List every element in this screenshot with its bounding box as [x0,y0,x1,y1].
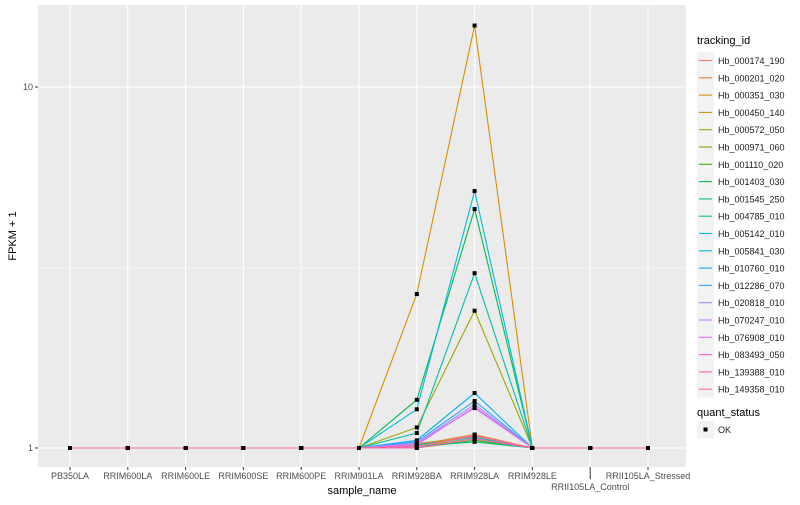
x-tick-label: RRIM928BA [392,471,442,481]
data-point [414,431,419,436]
legend-label: Hb_010760_010 [718,264,785,274]
legend-label: Hb_000450_140 [718,108,785,118]
data-point [414,397,419,402]
data-point [472,271,477,276]
data-point [472,439,477,444]
legend-label: Hb_076908_010 [718,333,785,343]
legend-label: Hb_000351_030 [718,91,785,101]
data-point [530,446,535,450]
x-tick-label: RRIM901LA [334,471,383,481]
shape-legend-title: quant_status [697,407,760,419]
data-points [68,23,650,450]
data-point [414,292,419,297]
y-tick-label: 1 [28,443,33,453]
data-point [472,402,477,407]
legend-label: Hb_000201_020 [718,73,785,83]
x-tick-label: RRIM928LE [508,471,557,481]
legend-label: Hb_012286_070 [718,281,785,291]
x-tick-label: RRII105LA_Stressed [606,471,691,481]
legend-label: Hb_083493_050 [718,350,785,360]
x-tick-label: PB350LA [51,471,89,481]
y-tick-label: 10 [23,82,33,92]
data-point [472,433,477,438]
square-point-icon [703,427,708,432]
x-tick-label: RRIM600LA [103,471,152,481]
x-tick-label: RRIM600PE [276,471,326,481]
legend-label: Hb_005142_010 [718,229,785,239]
data-point [125,446,130,450]
data-point [183,446,188,450]
legend-title: tracking_id [697,35,750,47]
data-point [414,425,419,430]
legend-label: Hb_149358_010 [718,385,785,395]
legend: tracking_id Hb_000174_190 Hb_000201_020 Hb… [697,35,785,438]
data-point [472,207,477,212]
data-point [472,391,477,396]
legend-label: Hb_139388_010 [718,367,785,377]
legend-label: Hb_000971_060 [718,143,785,153]
legend-label: Hb_000572_050 [718,125,785,135]
data-point [68,446,72,450]
data-point [472,436,477,441]
x-axis-label: sample_name [327,485,396,497]
legend-label: Hb_001110_020 [718,160,783,170]
x-tick-label: RRII105LA_Control [551,482,629,492]
x-tick-label: RRIM600SE [218,471,268,481]
data-point [472,23,477,28]
x-axis: PB350LA RRIM600LA RRIM600LE RRIM600SE RRIM60… [51,467,690,492]
data-point [472,308,477,313]
data-point [414,444,419,449]
data-point [472,189,477,194]
gridlines [38,5,686,467]
legend-label: Hb_020818_010 [718,298,785,308]
x-tick-label: RRIM928LA [450,471,499,481]
y-axis: 1 10 [23,82,38,453]
data-point [588,446,593,450]
data-point [299,446,304,450]
plot-panel [38,5,686,467]
data-point [414,407,419,412]
x-tick-label: RRIM600LE [161,471,210,481]
data-point [472,404,477,409]
y-axis-label: FPKM + 1 [7,211,19,260]
legend-label: Hb_000174_190 [718,56,785,66]
legend-label: Hb_001545_250 [718,194,785,204]
data-point [472,398,477,403]
data-point [357,446,361,450]
legend-label: Hb_005841_030 [718,246,785,256]
data-point [646,446,650,450]
legend-label: Hb_004785_010 [718,212,785,222]
shape-legend-label: OK [718,425,731,435]
legend-label: Hb_070247_010 [718,316,785,326]
data-point [241,446,246,450]
legend-label: Hb_001403_030 [718,177,785,187]
